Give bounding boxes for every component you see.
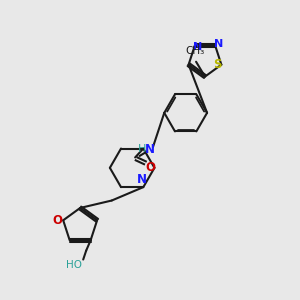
Text: O: O	[53, 214, 63, 227]
Text: N: N	[137, 173, 147, 186]
Text: N: N	[193, 42, 202, 52]
Text: O: O	[145, 161, 155, 174]
Text: N: N	[145, 143, 155, 156]
Text: N: N	[214, 39, 223, 49]
Text: HO: HO	[66, 260, 82, 271]
Text: H: H	[138, 144, 146, 154]
Text: S: S	[213, 58, 221, 70]
Text: CH₃: CH₃	[185, 46, 204, 56]
